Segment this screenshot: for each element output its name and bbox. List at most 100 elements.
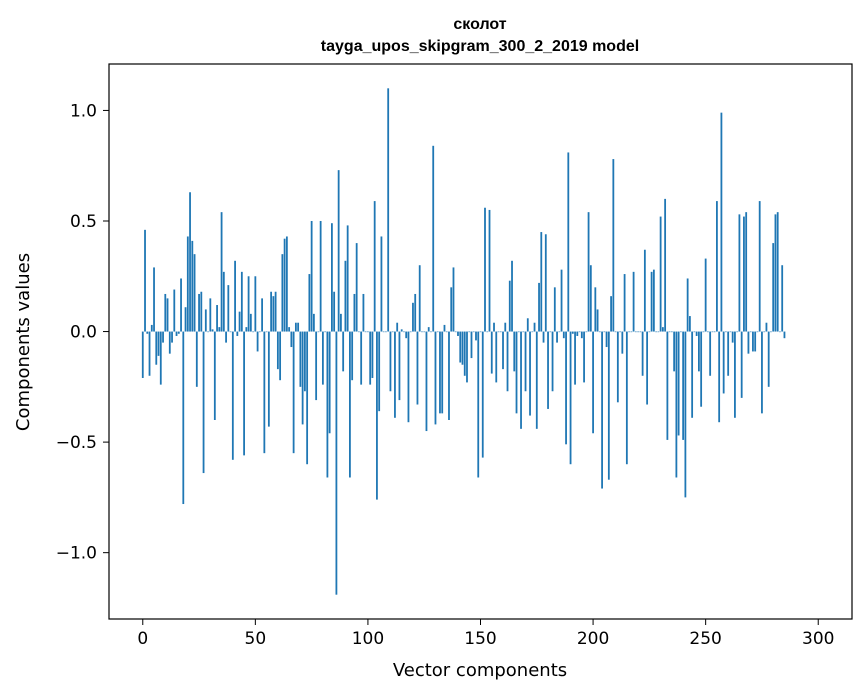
bar bbox=[432, 145, 435, 332]
bar bbox=[283, 238, 286, 332]
bar bbox=[598, 331, 601, 333]
bar bbox=[650, 271, 653, 332]
bar bbox=[526, 318, 529, 332]
bar bbox=[430, 331, 432, 333]
bar bbox=[369, 331, 372, 385]
bar bbox=[621, 331, 624, 354]
y-tick-label: 0.5 bbox=[70, 212, 97, 232]
bar bbox=[549, 331, 552, 333]
bar bbox=[574, 331, 576, 385]
bar bbox=[337, 170, 340, 332]
bar bbox=[409, 331, 412, 333]
bar bbox=[394, 331, 396, 418]
bar bbox=[200, 291, 203, 332]
bar bbox=[412, 302, 414, 332]
bar bbox=[625, 331, 628, 465]
bar bbox=[657, 331, 660, 333]
bar bbox=[227, 285, 230, 332]
bar bbox=[666, 331, 669, 440]
bar bbox=[736, 331, 739, 333]
bar bbox=[306, 331, 309, 465]
bar bbox=[693, 331, 696, 333]
bar bbox=[504, 322, 507, 332]
bar bbox=[243, 331, 245, 456]
bar bbox=[461, 331, 464, 365]
bar bbox=[166, 298, 169, 332]
bar bbox=[648, 331, 651, 333]
bar bbox=[607, 331, 610, 480]
bar bbox=[276, 331, 279, 370]
bar bbox=[542, 331, 545, 343]
bar bbox=[623, 274, 626, 332]
bar bbox=[164, 293, 167, 332]
bar bbox=[637, 331, 640, 333]
bar bbox=[445, 331, 448, 333]
bar bbox=[193, 254, 196, 332]
bar bbox=[463, 331, 466, 376]
x-axis-label: Vector components bbox=[393, 660, 567, 681]
bar bbox=[331, 223, 333, 332]
bar bbox=[403, 331, 405, 333]
x-axis-ticks: 0 50 100 150 200 250 300 bbox=[137, 619, 834, 649]
bar bbox=[373, 201, 376, 332]
bar bbox=[684, 331, 687, 498]
bar bbox=[628, 331, 630, 333]
bar bbox=[707, 331, 709, 333]
bar bbox=[655, 331, 658, 333]
bar bbox=[468, 331, 471, 333]
bar bbox=[148, 331, 151, 376]
bar bbox=[558, 331, 561, 333]
bar bbox=[774, 214, 777, 332]
x-tick-label: 50 bbox=[245, 629, 267, 649]
bar bbox=[511, 260, 513, 332]
y-tick-label: 1.0 bbox=[70, 101, 97, 121]
bar bbox=[569, 331, 572, 465]
bar bbox=[531, 331, 534, 333]
bar bbox=[238, 311, 241, 332]
bar bbox=[673, 331, 676, 372]
bar bbox=[454, 331, 457, 333]
bar bbox=[177, 331, 180, 334]
bar bbox=[436, 331, 439, 333]
bar bbox=[533, 322, 536, 332]
bar bbox=[220, 212, 223, 332]
bar bbox=[641, 331, 644, 376]
bar bbox=[754, 331, 757, 352]
bar bbox=[450, 287, 453, 332]
bar bbox=[479, 331, 482, 333]
bar bbox=[270, 291, 273, 332]
bar bbox=[747, 331, 750, 354]
bar bbox=[245, 327, 248, 332]
bar bbox=[312, 313, 315, 332]
chart-subtitle: tayga_upos_skipgram_300_2_2019 model bbox=[321, 38, 639, 55]
bar bbox=[630, 331, 633, 333]
bar bbox=[180, 278, 182, 332]
bar bbox=[738, 214, 741, 332]
bar bbox=[389, 331, 392, 392]
bar bbox=[508, 280, 511, 332]
bar bbox=[520, 331, 522, 429]
bar bbox=[556, 331, 558, 343]
bar bbox=[695, 331, 698, 336]
bar bbox=[184, 307, 187, 332]
bar bbox=[319, 220, 322, 332]
bar bbox=[209, 298, 212, 332]
bar bbox=[776, 212, 779, 332]
bar bbox=[522, 331, 525, 333]
bar bbox=[292, 331, 295, 454]
bar bbox=[171, 331, 173, 343]
bar bbox=[603, 331, 606, 333]
bar bbox=[405, 331, 408, 339]
bar bbox=[544, 234, 547, 332]
x-tick-label: 200 bbox=[577, 629, 609, 649]
bar bbox=[758, 201, 761, 332]
bar bbox=[290, 331, 293, 348]
bar bbox=[502, 331, 504, 370]
y-tick-label: 0.0 bbox=[70, 323, 97, 343]
bar bbox=[484, 207, 486, 332]
bar bbox=[418, 265, 421, 332]
bar bbox=[515, 331, 518, 414]
bar bbox=[342, 331, 345, 372]
bar bbox=[240, 271, 243, 332]
